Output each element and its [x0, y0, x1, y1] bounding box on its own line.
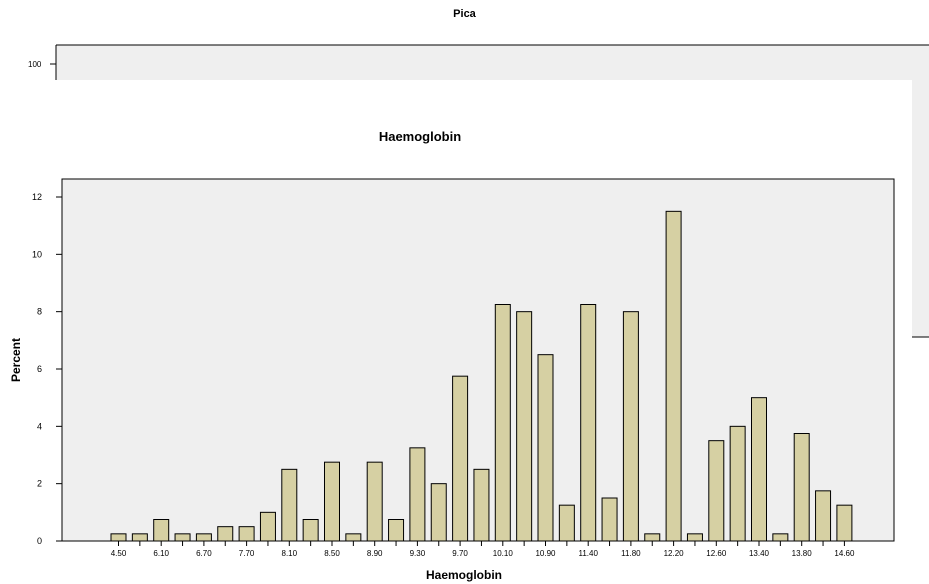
- x-tick-label: 11.80: [621, 549, 641, 558]
- y-tick-label: 2: [37, 479, 42, 489]
- background-right-panel: [912, 80, 929, 337]
- background-y-tick-label: 100: [28, 60, 42, 69]
- x-tick-label: 7.70: [239, 549, 255, 558]
- bar: [836, 504, 853, 542]
- bar: [281, 468, 298, 542]
- bar: [708, 440, 725, 542]
- bar: [729, 425, 746, 542]
- x-tick-label: 14.60: [834, 549, 855, 558]
- x-axis-ticks: 4.50 6.10 6.70 7.70 8.10 8.50 8.90 9.30 9.70 10.1…: [111, 541, 855, 558]
- bar: [388, 519, 405, 542]
- bar: [601, 497, 618, 542]
- bar: [131, 533, 148, 542]
- bar: [366, 461, 383, 542]
- bar: [238, 526, 255, 542]
- x-tick-label: 8.10: [282, 549, 298, 558]
- bar: [452, 375, 469, 542]
- bar: [473, 468, 490, 542]
- bar: [644, 533, 661, 542]
- bar: [772, 533, 789, 542]
- x-tick-label: 11.40: [578, 549, 598, 558]
- background-plot-area: [56, 45, 929, 80]
- x-tick-label: 8.90: [367, 549, 383, 558]
- bar: [195, 533, 212, 542]
- y-tick-label: 0: [37, 536, 42, 546]
- bar: [494, 304, 511, 542]
- x-tick-label: 6.10: [153, 549, 169, 558]
- x-tick-label: 12.20: [664, 549, 685, 558]
- x-tick-label: 10.90: [535, 549, 556, 558]
- y-axis-ticks: 0 2 4 6 8 10 12: [32, 192, 62, 546]
- y-axis-label: Percent: [9, 338, 23, 382]
- y-tick-label: 10: [32, 249, 42, 259]
- x-tick-label: 12.60: [706, 549, 727, 558]
- bar: [815, 490, 832, 542]
- bar: [302, 519, 319, 542]
- x-tick-label: 9.70: [452, 549, 468, 558]
- bar: [580, 304, 597, 542]
- bar: [110, 533, 127, 542]
- bar: [558, 504, 575, 542]
- bar: [516, 311, 533, 542]
- bar: [174, 533, 191, 542]
- x-tick-label: 8.50: [324, 549, 340, 558]
- bar: [153, 519, 170, 542]
- x-tick-label: 13.40: [749, 549, 770, 558]
- x-tick-label: 4.50: [111, 549, 127, 558]
- bar: [686, 533, 703, 542]
- x-tick-label: 13.80: [792, 549, 813, 558]
- bar: [751, 397, 767, 542]
- x-tick-label: 10.10: [493, 549, 514, 558]
- chart-title: Haemoglobin: [379, 129, 461, 144]
- bar: [537, 354, 554, 542]
- bar: [324, 461, 340, 542]
- bar: [345, 533, 362, 542]
- y-tick-label: 6: [37, 364, 42, 374]
- bar: [622, 311, 639, 542]
- bar: [793, 433, 810, 542]
- bar: [259, 511, 276, 542]
- bar: [665, 210, 682, 542]
- x-tick-label: 6.70: [196, 549, 212, 558]
- y-tick-label: 4: [37, 421, 42, 431]
- bars-group: [110, 210, 853, 542]
- background-chart-title: Pica: [453, 8, 476, 20]
- x-tick-label: 9.30: [410, 549, 426, 558]
- y-tick-label: 12: [32, 192, 42, 202]
- x-axis-label: Haemoglobin: [426, 568, 502, 582]
- bar: [217, 526, 234, 542]
- y-tick-label: 8: [37, 307, 42, 317]
- bar: [430, 483, 447, 542]
- bar: [409, 447, 426, 542]
